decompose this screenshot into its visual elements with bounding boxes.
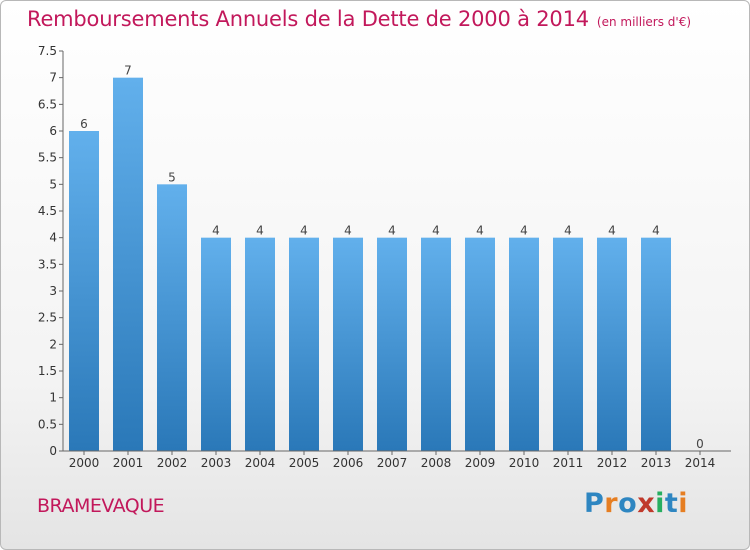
labels-group: 2000 6 2001 7 2002 5 2003 4 2004 4 2005 4 2006 4 2007 4… [69,64,716,470]
data-label: 4 [432,224,440,238]
x-tick-label: 2011 [553,456,584,470]
chart-title: Remboursements Annuels de la Dette de 20… [27,7,691,31]
x-tick-label: 2005 [289,456,320,470]
chart-title-text: Remboursements Annuels de la Dette de 20… [27,7,589,31]
y-tick-label: 6 [49,124,57,138]
bar [597,237,627,451]
proxiti-logo: Proxiti [584,488,688,519]
data-label: 4 [652,224,660,238]
data-label: 4 [388,224,396,238]
data-label: 7 [124,64,132,78]
y-tick-label: 1 [49,391,57,405]
x-tick-label: 2012 [597,456,628,470]
y-tick-label: 3 [49,284,57,298]
x-tick-label: 2009 [465,456,496,470]
commune-name: BRAMEVAQUE [37,495,165,517]
bar [553,237,583,451]
x-tick-label: 2004 [245,456,276,470]
logo-letter: o [618,488,638,519]
y-tick-label: 4 [49,231,57,245]
x-tick-label: 2006 [333,456,364,470]
data-label: 4 [256,224,264,238]
x-tick-label: 2007 [377,456,408,470]
data-label: 4 [300,224,308,238]
bar [245,237,275,451]
x-tick-label: 2002 [157,456,188,470]
logo-letter: t [664,488,679,519]
logo-letter: x [637,488,656,519]
x-tick-label: 2000 [69,456,100,470]
y-tick-label: 5.5 [38,151,57,165]
bar [157,184,187,452]
axes-group: 0 0.5 1 1.5 2 2.5 3 3.5 4 4.5 5 5.5 6 6.5 7 7.5 [38,44,731,458]
data-label: 4 [344,224,352,238]
data-label: 4 [564,224,572,238]
y-tick-label: 7.5 [38,44,57,58]
bar [69,131,99,451]
bars-group [69,77,671,452]
logo-letter: i [655,488,665,519]
bar [641,237,671,451]
y-tick-label: 4.5 [38,204,57,218]
x-tick-label: 2010 [509,456,540,470]
y-tick-label: 6.5 [38,97,57,111]
y-tick-label: 1.5 [38,364,57,378]
bar [333,237,363,451]
bar [201,237,231,451]
y-tick-label: 3.5 [38,257,57,271]
data-label: 4 [520,224,528,238]
data-label: 5 [168,170,176,184]
logo-letter: i [678,488,689,519]
bar [421,237,451,451]
logo-letter: r [604,488,619,519]
bar [377,237,407,451]
y-tick-label: 0 [49,444,57,458]
x-tick-label: 2013 [641,456,672,470]
data-label: 4 [212,224,220,238]
logo-letter: P [584,488,605,519]
bar [509,237,539,451]
data-label: 4 [608,224,616,238]
x-tick-label: 2014 [685,456,716,470]
x-tick-label: 2008 [421,456,452,470]
bar [113,77,143,452]
y-tick-label: 2.5 [38,311,57,325]
y-tick-label: 2 [49,337,57,351]
y-tick-label: 5 [49,177,57,191]
chart-unit-label: (en milliers d'€) [596,15,692,29]
data-label: 0 [696,437,704,451]
data-label: 4 [476,224,484,238]
x-tick-label: 2003 [201,456,232,470]
y-tick-label: 7 [49,71,57,85]
x-tick-label: 2001 [113,456,144,470]
y-tick-label: 0.5 [38,417,57,431]
bar [289,237,319,451]
data-label: 6 [80,117,88,131]
bar [465,237,495,451]
